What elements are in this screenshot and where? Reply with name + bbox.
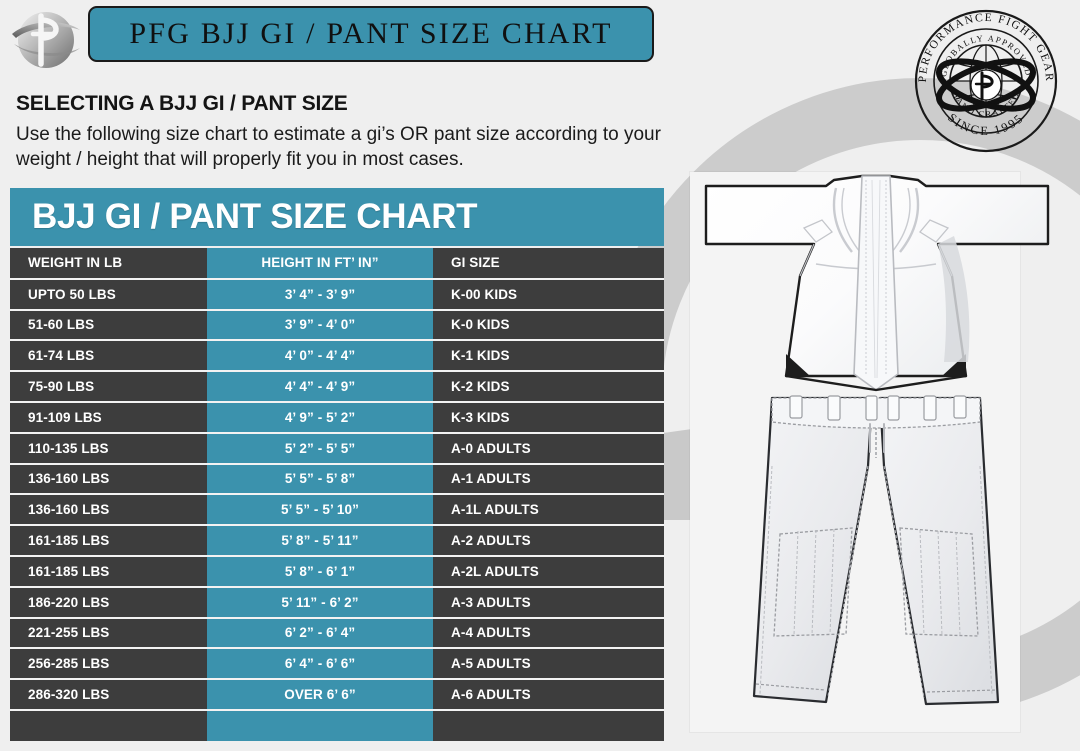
page-title: PFG BJJ GI / PANT SIZE CHART <box>129 17 613 50</box>
gi-and-pants-illustration <box>676 166 1076 746</box>
cell-weight: 136-160 LBS <box>10 463 207 496</box>
cell-weight: 61-74 LBS <box>10 340 207 373</box>
cell-gi-size: A-2L ADULTS <box>433 555 664 588</box>
cell-height: 6’ 2” - 6’ 4” <box>207 617 433 650</box>
page-title-banner: PFG BJJ GI / PANT SIZE CHART <box>88 6 654 62</box>
cell-gi-size: A-5 ADULTS <box>433 648 664 681</box>
cell-weight: 286-320 LBS <box>10 679 207 711</box>
cell-weight: 91-109 LBS <box>10 401 207 434</box>
cell-weight: 221-255 LBS <box>10 617 207 650</box>
cell-height: 3’ 4” - 3’ 9” <box>207 278 433 311</box>
cell-height: 4’ 4” - 4’ 9” <box>207 371 433 403</box>
cell-weight: UPTO 50 LBS <box>10 278 207 311</box>
cell-weight: 136-160 LBS <box>10 494 207 527</box>
cell-weight: 161-185 LBS <box>10 555 207 588</box>
cell-height: 4’ 9” - 5’ 2” <box>207 401 433 434</box>
table-row-spacer <box>10 709 664 741</box>
intro-body: Use the following size chart to estimate… <box>16 124 661 170</box>
size-chart-title-bar: BJJ GI / PANT SIZE CHART <box>10 188 664 246</box>
table-row: 161-185 LBS 5’ 8” - 6’ 1” A-2L ADULTS <box>10 555 664 588</box>
table-row: 256-285 LBS 6’ 4” - 6’ 6” A-5 ADULTS <box>10 648 664 681</box>
table-row: 51-60 LBS 3’ 9” - 4’ 0” K-0 KIDS <box>10 309 664 342</box>
cell-gi-size: K-3 KIDS <box>433 401 664 434</box>
cell-weight: 186-220 LBS <box>10 586 207 619</box>
cell-gi-size: A-0 ADULTS <box>433 432 664 465</box>
table-row: UPTO 50 LBS 3’ 4” - 3’ 9” K-00 KIDS <box>10 278 664 311</box>
cell-gi-size: A-2 ADULTS <box>433 525 664 557</box>
cell-gi-size: A-4 ADULTS <box>433 617 664 650</box>
cell-gi-size: K-1 KIDS <box>433 340 664 373</box>
cell-gi-size: A-1 ADULTS <box>433 463 664 496</box>
size-chart-table: WEIGHT IN LB HEIGHT IN FT’ IN” GI SIZE U… <box>10 248 664 741</box>
cell-height: OVER 6’ 6” <box>207 679 433 711</box>
cell-height: 5’ 8” - 5’ 11” <box>207 525 433 557</box>
bjj-gi-jacket-icon <box>704 174 1050 392</box>
pfg-sphere-monogram-icon <box>8 4 84 76</box>
cell-height: 5’ 11” - 6’ 2” <box>207 586 433 619</box>
table-row: 91-109 LBS 4’ 9” - 5’ 2” K-3 KIDS <box>10 401 664 434</box>
cell-height: 4’ 0” - 4’ 4” <box>207 340 433 373</box>
cell-gi-size: A-6 ADULTS <box>433 679 664 711</box>
page-header: PFG BJJ GI / PANT SIZE CHART <box>0 0 1080 153</box>
cell-weight: 51-60 LBS <box>10 309 207 342</box>
table-row: 161-185 LBS 5’ 8” - 5’ 11” A-2 ADULTS <box>10 525 664 557</box>
globe-seal-icon: PERFORMANCE FIGHT GEAR SINCE 1995 GLOBAL… <box>910 5 1062 157</box>
table-row: 136-160 LBS 5’ 5” - 5’ 8” A-1 ADULTS <box>10 463 664 496</box>
cell-height: 5’ 5” - 5’ 10” <box>207 494 433 527</box>
column-header-height: HEIGHT IN FT’ IN” <box>207 248 433 280</box>
cell-gi-size: A-1L ADULTS <box>433 494 664 527</box>
size-chart-title: BJJ GI / PANT SIZE CHART <box>32 197 478 236</box>
intro-block: SELECTING A BJJ GI / PANT SIZE Use the f… <box>16 92 666 172</box>
cell-weight: 256-285 LBS <box>10 648 207 681</box>
table-row: 110-135 LBS 5’ 2” - 5’ 5” A-0 ADULTS <box>10 432 664 465</box>
column-header-weight: WEIGHT IN LB <box>10 248 207 280</box>
size-chart: BJJ GI / PANT SIZE CHART WEIGHT IN LB HE… <box>10 188 664 741</box>
table-row: 221-255 LBS 6’ 2” - 6’ 4” A-4 ADULTS <box>10 617 664 650</box>
table-row: 186-220 LBS 5’ 11” - 6’ 2” A-3 ADULTS <box>10 586 664 619</box>
cell-gi-size: K-00 KIDS <box>433 278 664 311</box>
table-row: 61-74 LBS 4’ 0” - 4’ 4” K-1 KIDS <box>10 340 664 373</box>
cell-weight: 161-185 LBS <box>10 525 207 557</box>
table-row: 286-320 LBS OVER 6’ 6” A-6 ADULTS <box>10 679 664 711</box>
cell-weight: 110-135 LBS <box>10 432 207 465</box>
table-header-row: WEIGHT IN LB HEIGHT IN FT’ IN” GI SIZE <box>10 248 664 280</box>
cell-gi-size: A-3 ADULTS <box>433 586 664 619</box>
cell-height: 5’ 8” - 6’ 1” <box>207 555 433 588</box>
cell-height: 5’ 5” - 5’ 8” <box>207 463 433 496</box>
table-row: 136-160 LBS 5’ 5” - 5’ 10” A-1L ADULTS <box>10 494 664 527</box>
bjj-gi-pants-icon <box>752 395 1000 706</box>
cell-gi-size: K-2 KIDS <box>433 371 664 403</box>
column-header-gi-size: GI SIZE <box>433 248 664 280</box>
table-row: 75-90 LBS 4’ 4” - 4’ 9” K-2 KIDS <box>10 371 664 403</box>
cell-weight: 75-90 LBS <box>10 371 207 403</box>
cell-height: 6’ 4” - 6’ 6” <box>207 648 433 681</box>
cell-spacer-gi-size <box>433 709 664 741</box>
cell-gi-size: K-0 KIDS <box>433 309 664 342</box>
cell-spacer-weight <box>10 709 207 741</box>
cell-spacer-height <box>207 709 433 741</box>
cell-height: 3’ 9” - 4’ 0” <box>207 309 433 342</box>
cell-height: 5’ 2” - 5’ 5” <box>207 432 433 465</box>
intro-heading: SELECTING A BJJ GI / PANT SIZE <box>16 92 348 115</box>
